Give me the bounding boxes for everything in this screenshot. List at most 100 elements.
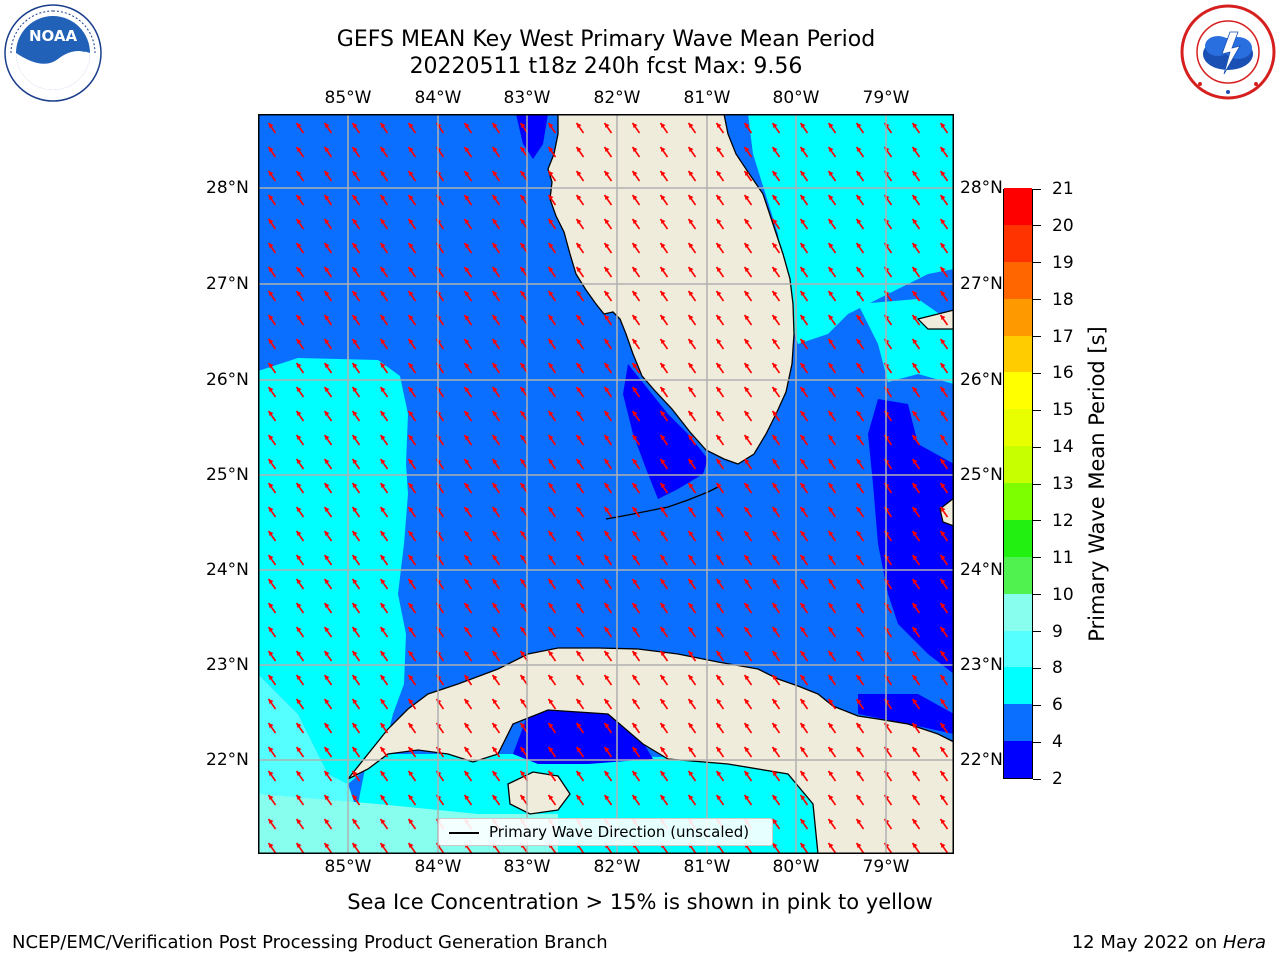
wave-arrow-head — [464, 435, 470, 440]
wave-arrow-head — [660, 555, 666, 560]
wave-arrow-head — [828, 579, 834, 584]
wave-arrow-head — [548, 579, 554, 584]
wave-arrow-head — [800, 459, 806, 464]
wave-arrow-head — [688, 195, 694, 200]
wave-arrow-head — [380, 267, 386, 272]
wave-arrow-head — [324, 723, 330, 728]
wave-arrow-head — [856, 435, 862, 440]
colorbar-segment — [1004, 224, 1032, 262]
wave-arrow-head — [520, 747, 526, 752]
lat-label-left-7: 22°N — [206, 750, 249, 770]
wave-arrow-head — [296, 243, 302, 248]
wave-arrow-head — [828, 267, 834, 272]
wave-arrow-head — [492, 267, 498, 272]
lat-label-right-7: 22°N — [960, 750, 1003, 770]
wave-arrow-head — [800, 171, 806, 176]
colorbar-title: Primary Wave Mean Period [s] — [1085, 326, 1109, 642]
wave-arrow-head — [492, 387, 498, 392]
wave-arrow-head — [548, 747, 554, 752]
wave-arrow-head — [268, 819, 274, 824]
wave-arrow-head — [800, 675, 806, 680]
wave-arrow-head — [716, 339, 722, 344]
wave-arrow-head — [744, 147, 750, 152]
wave-arrow-head — [688, 627, 694, 632]
wave-arrow-head — [856, 771, 862, 776]
colorbar-tick-label: 20 — [1052, 215, 1074, 236]
wave-arrow-head — [268, 747, 274, 752]
wave-arrow-head — [828, 675, 834, 680]
andros-land — [939, 497, 954, 527]
wave-arrow-head — [548, 147, 554, 152]
wave-arrow-head — [912, 411, 918, 416]
wave-arrow-head — [940, 435, 946, 440]
wave-arrow-head — [604, 387, 610, 392]
wave-arrow-head — [296, 507, 302, 512]
wave-arrow-head — [660, 651, 666, 656]
wave-arrow-head — [604, 147, 610, 152]
wave-arrow-head — [800, 507, 806, 512]
lat-label-right-6: 23°N — [960, 655, 1003, 675]
wave-arrow-head — [548, 267, 554, 272]
wave-arrow-head — [744, 291, 750, 296]
wave-arrow-head — [772, 435, 778, 440]
wave-arrow-head — [744, 627, 750, 632]
wave-arrow-head — [604, 603, 610, 608]
nws-logo — [1180, 4, 1276, 100]
lon-label-bottom-4: 82°W — [593, 857, 641, 877]
wave-arrow-head — [380, 843, 386, 848]
colorbar-tick — [1033, 299, 1041, 301]
wave-arrow-head — [492, 483, 498, 488]
wave-arrow-head — [380, 579, 386, 584]
wave-arrow-head — [856, 651, 862, 656]
wave-arrow-head — [520, 771, 526, 776]
wave-arrow-head — [632, 507, 638, 512]
wave-arrow-head — [940, 771, 946, 776]
wave-arrow-head — [772, 387, 778, 392]
legend-label: Primary Wave Direction (unscaled) — [489, 823, 750, 841]
wave-arrow-head — [576, 507, 582, 512]
wave-arrow-head — [716, 723, 722, 728]
wave-arrow-head — [688, 435, 694, 440]
wave-arrow-head — [744, 411, 750, 416]
wave-arrow-head — [408, 339, 414, 344]
wave-arrow-head — [520, 267, 526, 272]
wave-arrow-head — [604, 291, 610, 296]
colorbar-tick-label: 9 — [1052, 621, 1063, 642]
wave-arrow-head — [940, 315, 946, 320]
wave-arrow-head — [576, 459, 582, 464]
wave-arrow-head — [548, 603, 554, 608]
wave-arrow-head — [268, 843, 274, 848]
wave-arrow-head — [380, 243, 386, 248]
lon-label-bottom-5: 81°W — [683, 857, 731, 877]
wave-arrow-head — [604, 195, 610, 200]
colorbar-tick-label: 17 — [1052, 326, 1074, 347]
wave-arrow-head — [464, 555, 470, 560]
wave-arrow-head — [716, 627, 722, 632]
wave-arrow-head — [856, 243, 862, 248]
wave-arrow-head — [856, 555, 862, 560]
wave-arrow-head — [716, 363, 722, 368]
wave-arrow-head — [604, 507, 610, 512]
wave-arrow-head — [660, 435, 666, 440]
wave-arrow-head — [912, 435, 918, 440]
wave-arrow-head — [716, 699, 722, 704]
wave-arrow-head — [688, 795, 694, 800]
wave-arrow-head — [324, 291, 330, 296]
wave-arrow-head — [604, 555, 610, 560]
wave-arrow-head — [380, 819, 386, 824]
wave-arrow-head — [576, 723, 582, 728]
wave-arrow-head — [464, 411, 470, 416]
wave-arrow-head — [352, 603, 358, 608]
wave-arrow-head — [800, 819, 806, 824]
wave-arrow-head — [912, 147, 918, 152]
wave-arrow-head — [352, 243, 358, 248]
wave-arrow-head — [380, 171, 386, 176]
wave-arrow-head — [268, 579, 274, 584]
colorbar-segment — [1004, 187, 1032, 225]
period-field-southeast — [858, 694, 954, 734]
wave-arrow-head — [380, 771, 386, 776]
wave-arrow-head — [912, 603, 918, 608]
wave-arrow-head — [856, 675, 862, 680]
wave-arrow-head — [772, 531, 778, 536]
wave-arrow-head — [912, 651, 918, 656]
